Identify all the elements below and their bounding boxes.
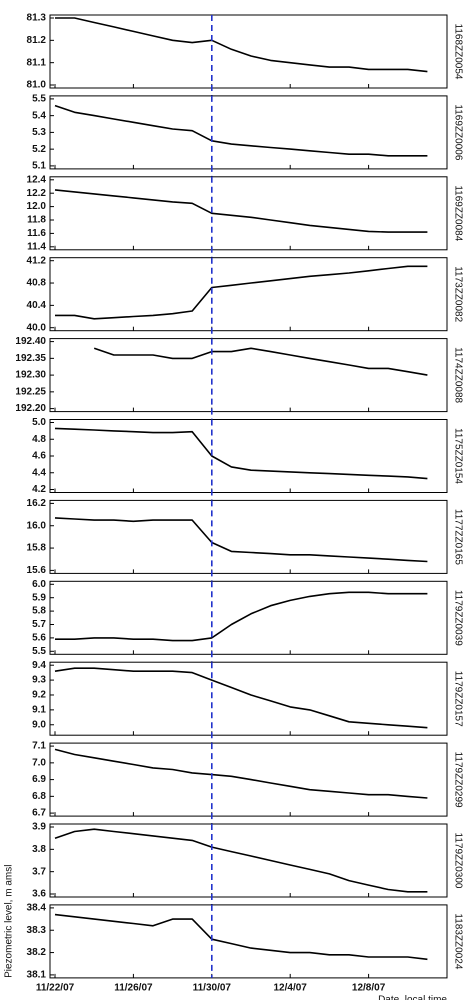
y-tick-label: 81.1 xyxy=(27,57,47,68)
station-label: 1177ZZ0165 xyxy=(452,509,463,565)
y-tick-label: 6.0 xyxy=(32,579,46,590)
station-label: 1179ZZ0300 xyxy=(452,833,463,889)
y-tick-label: 5.4 xyxy=(32,110,46,121)
y-tick-label: 3.7 xyxy=(32,866,46,877)
y-tick-label: 9.2 xyxy=(32,690,46,701)
station-label: 1179ZZ0039 xyxy=(452,590,463,646)
y-tick-label: 11.6 xyxy=(27,228,46,239)
y-tick-label: 38.3 xyxy=(27,925,47,936)
y-tick-label: 9.1 xyxy=(32,705,46,716)
y-tick-label: 5.1 xyxy=(32,161,46,172)
station-label: 1175ZZ0154 xyxy=(452,428,463,484)
y-tick-label: 4.4 xyxy=(32,467,46,478)
plot-frame xyxy=(49,499,448,574)
y-tick-label: 7.0 xyxy=(32,757,46,768)
y-tick-label: 16.0 xyxy=(27,520,47,531)
y-tick-label: 11.8 xyxy=(27,215,46,226)
y-tick-label: 3.8 xyxy=(32,844,46,855)
y-tick-label: 12.2 xyxy=(27,188,47,199)
y-tick-label: 9.3 xyxy=(32,675,46,686)
y-tick-label: 15.8 xyxy=(27,543,47,554)
station-label: 1173ZZ0082 xyxy=(452,266,463,322)
y-tick-label: 192.35 xyxy=(15,353,46,364)
plot-frame xyxy=(49,904,448,979)
data-line xyxy=(54,913,428,961)
plot-frame xyxy=(49,580,448,655)
data-line xyxy=(55,17,428,73)
y-tick-label: 40.4 xyxy=(27,300,47,311)
station-label: 1169ZZ0084 xyxy=(452,185,463,241)
plot-frame xyxy=(49,661,448,736)
y-tick-label: 4.2 xyxy=(32,484,46,495)
data-line xyxy=(55,265,428,320)
data-line xyxy=(54,667,428,729)
y-tick-label: 40.8 xyxy=(27,278,47,289)
data-line xyxy=(54,828,428,893)
y-axis-label: Piezometric level, m amsl xyxy=(4,865,15,978)
y-tick-label: 38.1 xyxy=(27,970,47,981)
y-tick-label: 5.2 xyxy=(32,144,46,155)
y-tick-label: 41.2 xyxy=(27,255,47,266)
y-tick-label: 5.3 xyxy=(32,127,46,138)
data-line xyxy=(54,748,428,799)
y-tick-label: 192.40 xyxy=(15,336,46,347)
x-tick-label: 12/8/07 xyxy=(352,983,386,994)
station-label: 1179ZZ0157 xyxy=(452,671,463,727)
y-tick-label: 5.5 xyxy=(32,94,46,105)
x-axis-label: Date, local time xyxy=(378,995,447,1000)
y-tick-label: 16.2 xyxy=(27,498,47,509)
y-tick-label: 9.4 xyxy=(32,660,46,671)
y-tick-label: 192.25 xyxy=(15,386,46,397)
y-tick-label: 3.6 xyxy=(32,889,46,900)
station-label: 1174ZZ0088 xyxy=(452,347,463,403)
x-tick-label: 11/22/07 xyxy=(36,983,75,994)
y-tick-label: 7.1 xyxy=(32,741,46,752)
plot-frame xyxy=(49,14,448,89)
x-tick-label: 11/26/07 xyxy=(114,983,153,994)
y-tick-label: 9.0 xyxy=(32,719,46,730)
y-tick-label: 81.2 xyxy=(27,35,47,46)
y-tick-label: 81.3 xyxy=(27,13,47,24)
data-line xyxy=(54,104,428,157)
y-tick-label: 3.9 xyxy=(32,822,46,833)
plot-frame xyxy=(49,257,448,332)
x-tick-label: 12/4/07 xyxy=(274,983,308,994)
y-tick-label: 81.0 xyxy=(27,80,47,91)
y-tick-label: 6.9 xyxy=(32,774,46,785)
y-tick-label: 192.30 xyxy=(15,370,46,381)
station-label: 1179ZZ0299 xyxy=(452,752,463,808)
x-tick-label: 11/30/07 xyxy=(193,983,232,994)
y-tick-label: 5.0 xyxy=(32,417,46,428)
y-tick-label: 11.4 xyxy=(27,241,46,252)
station-label: 1183ZZ0024 xyxy=(452,913,463,969)
data-line xyxy=(54,517,428,563)
data-line xyxy=(55,591,428,642)
data-line xyxy=(54,189,428,233)
y-tick-label: 6.7 xyxy=(32,808,46,819)
plot-frame xyxy=(49,95,448,170)
y-tick-label: 5.8 xyxy=(32,606,46,617)
y-tick-label: 40.0 xyxy=(27,322,47,333)
y-tick-label: 5.5 xyxy=(32,646,46,657)
data-line xyxy=(93,347,428,376)
station-label: 1169ZZ0006 xyxy=(452,104,463,160)
y-tick-label: 38.2 xyxy=(27,947,47,958)
y-tick-label: 12.4 xyxy=(27,174,47,185)
y-tick-label: 15.6 xyxy=(27,565,47,576)
y-tick-label: 38.4 xyxy=(27,903,47,914)
plot-frame xyxy=(49,338,448,413)
data-line xyxy=(54,427,428,480)
y-tick-label: 4.8 xyxy=(32,434,46,445)
y-tick-label: 5.7 xyxy=(32,619,46,630)
y-tick-label: 192.20 xyxy=(15,403,46,414)
station-label: 1168ZZ0054 xyxy=(452,24,463,80)
plot-frame xyxy=(49,823,448,898)
y-tick-label: 4.6 xyxy=(32,451,46,462)
y-tick-label: 6.8 xyxy=(32,791,46,802)
y-tick-label: 5.9 xyxy=(32,592,46,603)
y-tick-label: 12.0 xyxy=(27,201,47,212)
plot-frame xyxy=(49,176,448,251)
y-tick-label: 5.6 xyxy=(32,633,46,644)
